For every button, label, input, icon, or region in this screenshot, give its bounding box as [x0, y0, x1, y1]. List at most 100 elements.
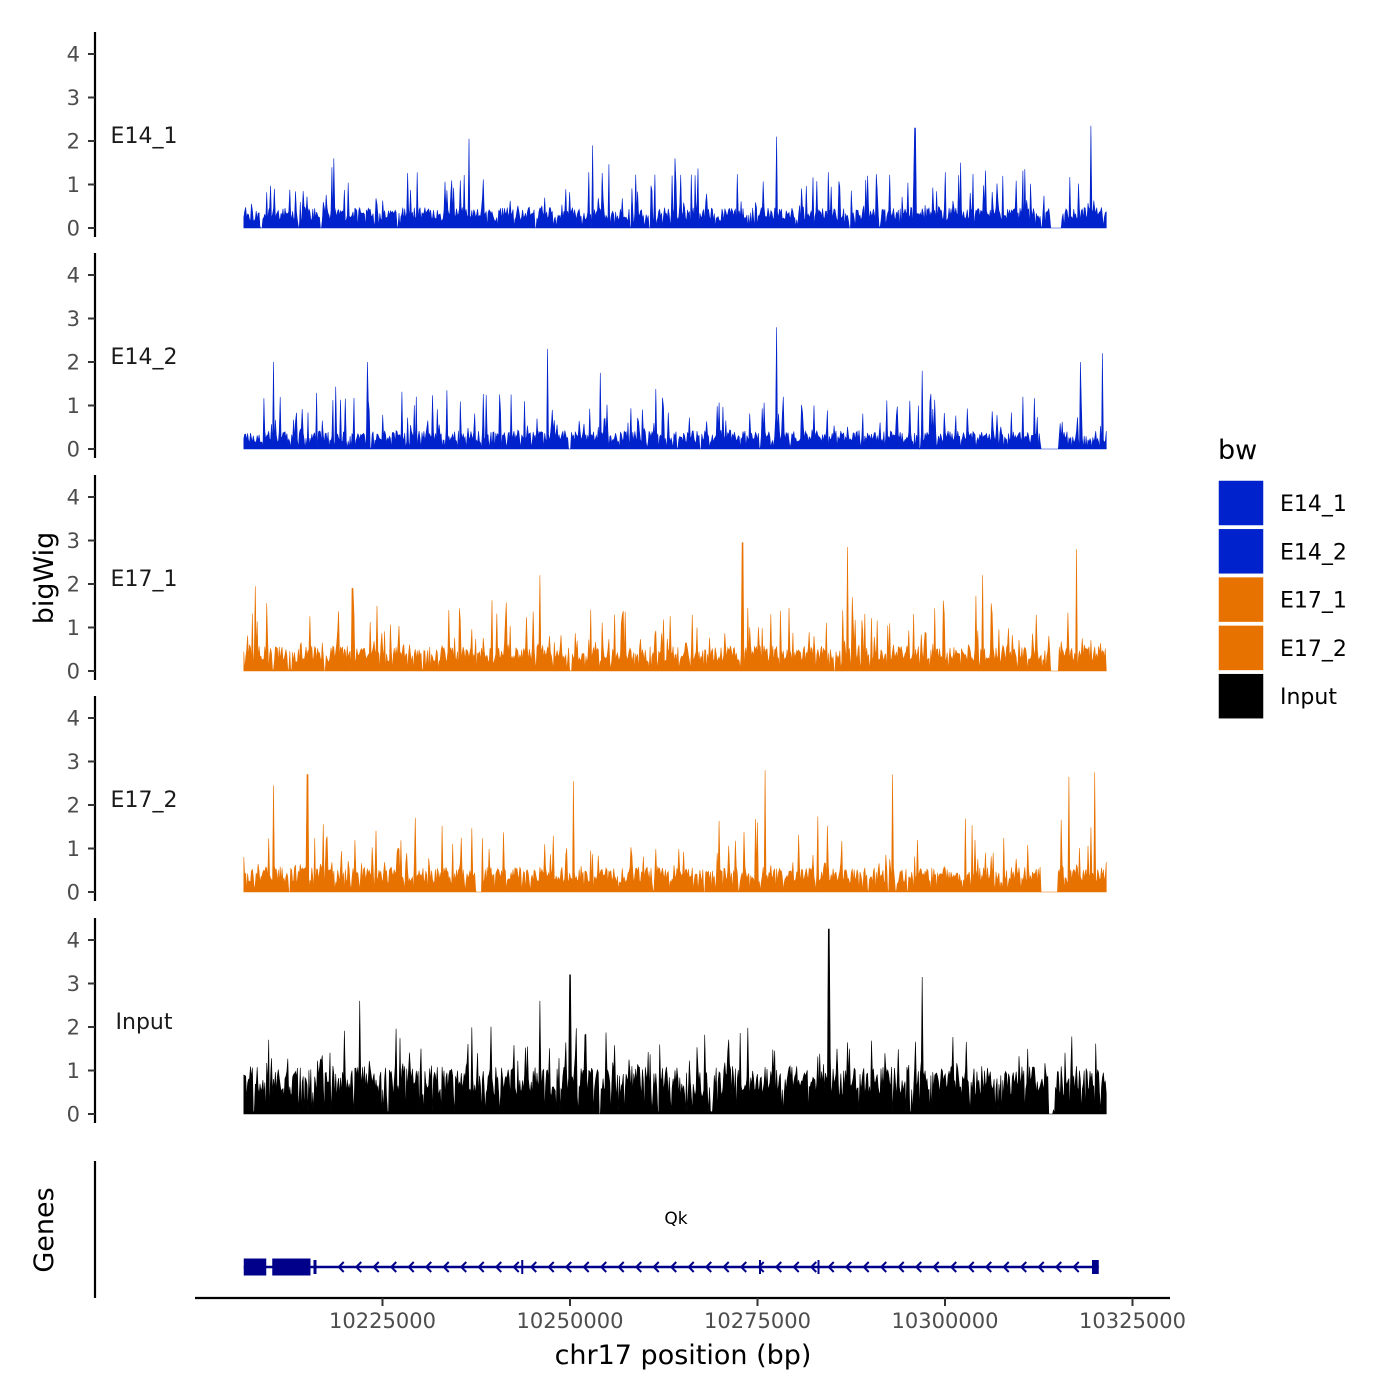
- y-tick-label-E17_2-0: 0: [67, 881, 80, 905]
- strand-arrow: [669, 1261, 677, 1273]
- strand-arrow: [582, 1261, 590, 1273]
- y-tick-label-E14_1-3: 3: [67, 86, 80, 110]
- strand-arrow: [652, 1261, 660, 1273]
- y-tick-label-E14_2-1: 1: [67, 394, 80, 418]
- strand-arrow: [1002, 1261, 1010, 1273]
- y-tick-label-E17_1-2: 2: [67, 573, 80, 597]
- strand-arrow: [442, 1261, 450, 1273]
- track-Input: 0 1 2 3 4 Input: [67, 918, 1107, 1127]
- signal-area-E14_1: [243, 125, 1107, 229]
- strand-arrow: [704, 1261, 712, 1273]
- legend-label-E14_1: E14_1: [1280, 492, 1347, 517]
- strand-arrow: [967, 1261, 975, 1273]
- strand-arrow: [1019, 1261, 1027, 1273]
- strand-arrow: [827, 1261, 835, 1273]
- strand-arrow: [1037, 1261, 1045, 1273]
- y-axis-title: bigWig: [29, 532, 60, 625]
- legend: bw E14_1 E14_2 E17_1 E17_2 Input: [1217, 435, 1347, 720]
- strand-arrow: [599, 1261, 607, 1273]
- legend-key-E14_2: [1217, 527, 1265, 576]
- y-tick-label-Input-2: 2: [67, 1016, 80, 1040]
- strand-arrow: [757, 1261, 765, 1273]
- strand-arrow: [459, 1261, 467, 1273]
- signal-tracks: 0 1 2 3 4 E14_1 0 1 2 3 4 E14_2 0 1 2 3 4 E17_1 0 1 2 3 4 E17_2…: [67, 32, 1107, 1127]
- strand-arrow: [617, 1261, 625, 1273]
- strand-arrow: [529, 1261, 537, 1273]
- y-tick-label-E17_1-0: 0: [67, 660, 80, 684]
- x-tick-label-10325000: 10325000: [1079, 1309, 1186, 1333]
- y-tick-label-E14_2-3: 3: [67, 307, 80, 331]
- y-tick-label-E17_2-4: 4: [67, 707, 80, 731]
- gene-exon-7: [1092, 1260, 1099, 1274]
- strand-arrow: [914, 1261, 922, 1273]
- y-tick-label-Input-0: 0: [67, 1103, 80, 1127]
- strand-arrow: [739, 1261, 747, 1273]
- y-tick-label-E17_2-3: 3: [67, 750, 80, 774]
- gene-name-label: Qk: [664, 1209, 687, 1229]
- genes-axis-title: Genes: [29, 1187, 60, 1272]
- gene-exon-2: [272, 1258, 311, 1276]
- strand-arrow: [774, 1261, 782, 1273]
- y-tick-label-E14_2-2: 2: [67, 351, 80, 375]
- strand-arrow: [547, 1261, 555, 1273]
- strand-arrow: [949, 1261, 957, 1273]
- y-tick-label-Input-4: 4: [67, 929, 80, 953]
- track-E17_1: 0 1 2 3 4 E17_1: [67, 475, 1107, 684]
- y-tick-label-E17_1-3: 3: [67, 529, 80, 553]
- legend-label-E17_1: E17_1: [1280, 589, 1347, 614]
- x-tick-label-10250000: 10250000: [517, 1309, 624, 1333]
- strand-arrow: [932, 1261, 940, 1273]
- strand-arrow: [634, 1261, 642, 1273]
- gene-exon-1: [243, 1258, 267, 1276]
- signal-area-E17_2: [243, 770, 1107, 893]
- signal-area-Input: [243, 928, 1107, 1115]
- strand-arrow: [984, 1261, 992, 1273]
- track-label-Input: Input: [116, 1010, 173, 1035]
- gene-exon-3: [313, 1260, 317, 1274]
- strand-arrow: [862, 1261, 870, 1273]
- strand-arrow: [389, 1261, 397, 1273]
- signal-area-E17_1: [243, 542, 1107, 672]
- strand-arrow: [354, 1261, 362, 1273]
- y-tick-label-E14_2-4: 4: [67, 264, 80, 288]
- gene-exon-6: [817, 1260, 820, 1274]
- track-E17_2: 0 1 2 3 4 E17_2: [67, 696, 1107, 905]
- track-label-E17_1: E17_1: [111, 567, 178, 592]
- strand-arrow: [372, 1261, 380, 1273]
- strand-arrow: [1054, 1261, 1062, 1273]
- strand-arrow: [407, 1261, 415, 1273]
- legend-label-Input: Input: [1280, 685, 1337, 710]
- strand-arrow: [722, 1261, 730, 1273]
- strand-arrow: [879, 1261, 887, 1273]
- x-axis: 10225000 10250000 10275000 10300000 10325000: [195, 1296, 1186, 1333]
- y-tick-label-Input-3: 3: [67, 972, 80, 996]
- strand-arrow: [687, 1261, 695, 1273]
- y-tick-label-E17_2-1: 1: [67, 837, 80, 861]
- strand-arrow: [792, 1261, 800, 1273]
- y-tick-label-E14_1-0: 0: [67, 217, 80, 241]
- strand-arrow: [1072, 1261, 1080, 1273]
- strand-arrow: [844, 1261, 852, 1273]
- track-E14_1: 0 1 2 3 4 E14_1: [67, 32, 1107, 241]
- gene-track-panel: Genes Qk: [29, 1161, 1099, 1298]
- gene-exon-4: [521, 1260, 524, 1274]
- x-tick-label-10300000: 10300000: [892, 1309, 999, 1333]
- y-tick-label-E17_2-2: 2: [67, 794, 80, 818]
- y-tick-label-E14_1-1: 1: [67, 173, 80, 197]
- x-axis-title: chr17 position (bp): [555, 1340, 812, 1371]
- legend-key-E17_1: [1217, 575, 1265, 624]
- strand-arrow: [337, 1261, 345, 1273]
- legend-label-E14_2: E14_2: [1280, 540, 1347, 565]
- strand-arrow: [564, 1261, 572, 1273]
- strand-arrow: [512, 1261, 520, 1273]
- y-tick-label-E17_1-4: 4: [67, 486, 80, 510]
- track-label-E14_2: E14_2: [111, 345, 178, 370]
- legend-key-E14_1: [1217, 479, 1265, 527]
- track-E14_2: 0 1 2 3 4 E14_2: [67, 253, 1107, 462]
- y-tick-label-E14_1-4: 4: [67, 43, 80, 67]
- signal-area-E14_2: [243, 327, 1107, 450]
- legend-label-E17_2: E17_2: [1280, 637, 1347, 662]
- track-label-E14_1: E14_1: [111, 124, 178, 149]
- legend-key-Input: [1217, 672, 1265, 720]
